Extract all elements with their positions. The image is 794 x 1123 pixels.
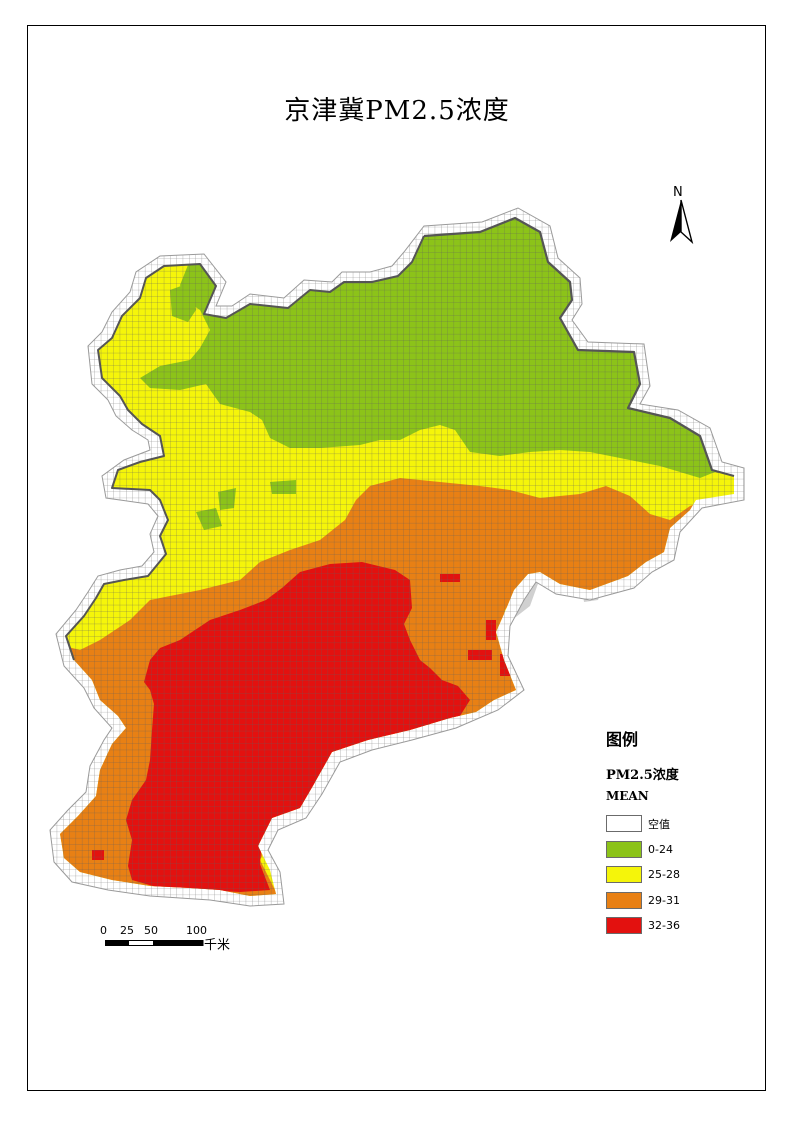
legend-label: 29-31 <box>648 893 680 907</box>
scale-tick-label: 50 <box>144 924 158 937</box>
region-outline <box>423 216 735 478</box>
legend-item-32-36: 32-36 <box>606 913 756 939</box>
legend-field-name: PM2.5浓度 <box>606 768 679 783</box>
legend-label: 空值 <box>648 817 670 831</box>
legend-label: 0-24 <box>648 842 673 856</box>
scale-tick-label: 100 <box>186 924 207 937</box>
legend-swatch <box>606 840 642 858</box>
legend-item-0-24: 0-24 <box>606 837 756 863</box>
scale-tick-label: 0 <box>100 924 107 937</box>
legend-swatch <box>606 815 642 833</box>
north-label: N <box>673 185 683 200</box>
scale-unit: 千米 <box>204 938 231 953</box>
legend-item-29-31: 29-31 <box>606 888 756 914</box>
scale-bar: 0 25 50 100 千米 <box>100 924 240 954</box>
map-title: 京津冀PM2.5浓度 <box>284 96 510 126</box>
scale-bar-graphic <box>105 940 204 946</box>
legend-swatch <box>606 891 642 909</box>
legend-label: 25-28 <box>648 868 680 882</box>
legend-label: 32-36 <box>648 919 680 933</box>
legend: 图例 PM2.5浓度 MEAN 空值 0-24 25-28 29-31 32-3… <box>606 726 756 939</box>
legend-swatch <box>606 917 642 935</box>
north-arrow-icon <box>670 199 694 245</box>
legend-swatch <box>606 866 642 884</box>
legend-statistic: MEAN <box>606 789 649 803</box>
region-outline <box>65 235 425 661</box>
map-frame <box>27 25 766 1091</box>
legend-title: 图例 <box>606 730 639 749</box>
scale-tick-label: 25 <box>120 924 134 937</box>
legend-item-null: 空值 <box>606 811 756 837</box>
legend-item-25-28: 25-28 <box>606 862 756 888</box>
